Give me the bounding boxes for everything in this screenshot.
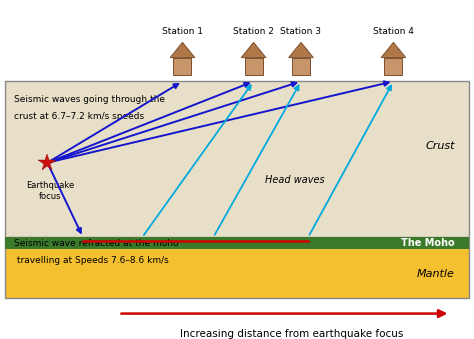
Text: Mantle: Mantle — [417, 269, 455, 279]
Text: The Moho: The Moho — [401, 238, 455, 248]
Text: Station 2: Station 2 — [233, 26, 274, 36]
Text: Seismic wave refracted at the moho: Seismic wave refracted at the moho — [14, 239, 179, 248]
Text: Increasing distance from earthquake focus: Increasing distance from earthquake focu… — [180, 329, 403, 339]
Bar — [304, 49, 307, 58]
Polygon shape — [381, 42, 406, 58]
Text: Station 1: Station 1 — [162, 26, 203, 36]
Bar — [256, 49, 259, 58]
Text: travelling at Speeds 7.6–8.6 km/s: travelling at Speeds 7.6–8.6 km/s — [14, 256, 169, 265]
Bar — [5, 237, 469, 298]
Polygon shape — [170, 42, 195, 58]
Text: Station 3: Station 3 — [281, 26, 321, 36]
Bar — [5, 237, 469, 249]
Polygon shape — [241, 42, 266, 58]
Text: Seismic waves going through the: Seismic waves going through the — [14, 95, 165, 104]
Bar — [173, 58, 191, 75]
Bar — [384, 58, 402, 75]
Polygon shape — [289, 42, 313, 58]
Bar — [5, 81, 469, 237]
Text: Station 4: Station 4 — [373, 26, 414, 36]
Bar — [396, 49, 399, 58]
Text: Head waves: Head waves — [265, 175, 325, 185]
Text: Earthquake
focus: Earthquake focus — [26, 181, 74, 201]
Bar — [245, 58, 263, 75]
Text: Crust: Crust — [426, 141, 455, 151]
Bar — [292, 58, 310, 75]
Text: crust at 6.7–7.2 km/s speeds: crust at 6.7–7.2 km/s speeds — [14, 112, 145, 121]
Bar — [185, 49, 188, 58]
